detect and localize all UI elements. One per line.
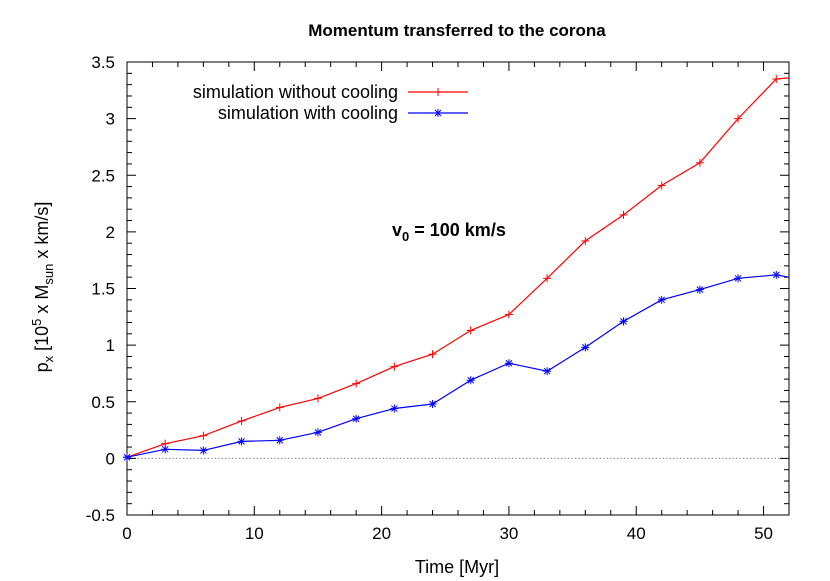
y-tick-label: 1 (106, 336, 115, 355)
data-point (657, 181, 666, 190)
x-tick-label: 20 (372, 524, 391, 543)
data-point (619, 210, 628, 219)
data-point (695, 285, 704, 294)
legend-marker-2 (434, 109, 442, 117)
y-tick-label: 0.5 (91, 393, 115, 412)
data-point (313, 428, 322, 437)
x-tick-label: 0 (122, 524, 131, 543)
data-point (237, 417, 246, 426)
data-point (313, 394, 322, 403)
data-point (161, 445, 170, 454)
data-point (581, 343, 590, 352)
data-point (543, 274, 552, 283)
legend-label-2: simulation with cooling (218, 103, 398, 123)
data-point (772, 270, 781, 279)
x-axis-label: Time [Myr] (415, 557, 499, 577)
data-point (619, 317, 628, 326)
legend-label-1: simulation without cooling (193, 82, 398, 102)
y-tick-label: 0 (106, 449, 115, 468)
data-point (466, 376, 475, 385)
legend-marker-1 (434, 88, 442, 96)
y-tick-label: 2.5 (91, 166, 115, 185)
data-point (695, 158, 704, 167)
data-point (504, 310, 513, 319)
y-axis-label: px [105 x Msun x km/s] (29, 202, 56, 373)
plot-frame (126, 61, 790, 516)
data-point (504, 359, 513, 368)
data-point (734, 274, 743, 283)
data-point (428, 350, 437, 359)
data-point (275, 436, 284, 445)
x-tick-label: 50 (754, 524, 773, 543)
data-point (352, 414, 361, 423)
data-point (199, 446, 208, 455)
data-point (581, 236, 590, 245)
y-tick-label: 1.5 (91, 280, 115, 299)
data-point (428, 400, 437, 409)
data-point (772, 74, 781, 83)
velocity-annotation: v0 = 100 km/s (392, 220, 506, 244)
data-point (275, 403, 284, 412)
y-tick-label: 2 (106, 223, 115, 242)
data-point (390, 362, 399, 371)
data-point (734, 114, 743, 123)
data-point (466, 326, 475, 335)
x-tick-label: 40 (627, 524, 646, 543)
data-point (237, 437, 246, 446)
series-line-2 (126, 274, 790, 458)
chart-title: Momentum transferred to the corona (308, 21, 606, 40)
x-tick-label: 30 (499, 524, 518, 543)
data-point (199, 431, 208, 440)
data-point (352, 379, 361, 388)
series-layer (123, 74, 790, 462)
y-tick-label: -0.5 (86, 506, 115, 525)
data-point (123, 453, 131, 462)
x-tick-label: 10 (245, 524, 264, 543)
data-point (543, 367, 552, 376)
series-line-1 (126, 77, 790, 458)
y-tick-label: 3 (106, 110, 115, 129)
data-point (657, 295, 666, 304)
y-tick-label: 3.5 (91, 53, 115, 72)
axes: 0 10 20 30 40 50 -0.5 0 0.5 1 1.5 2 2.5 3 3.5 (86, 53, 790, 543)
data-point (390, 404, 399, 413)
